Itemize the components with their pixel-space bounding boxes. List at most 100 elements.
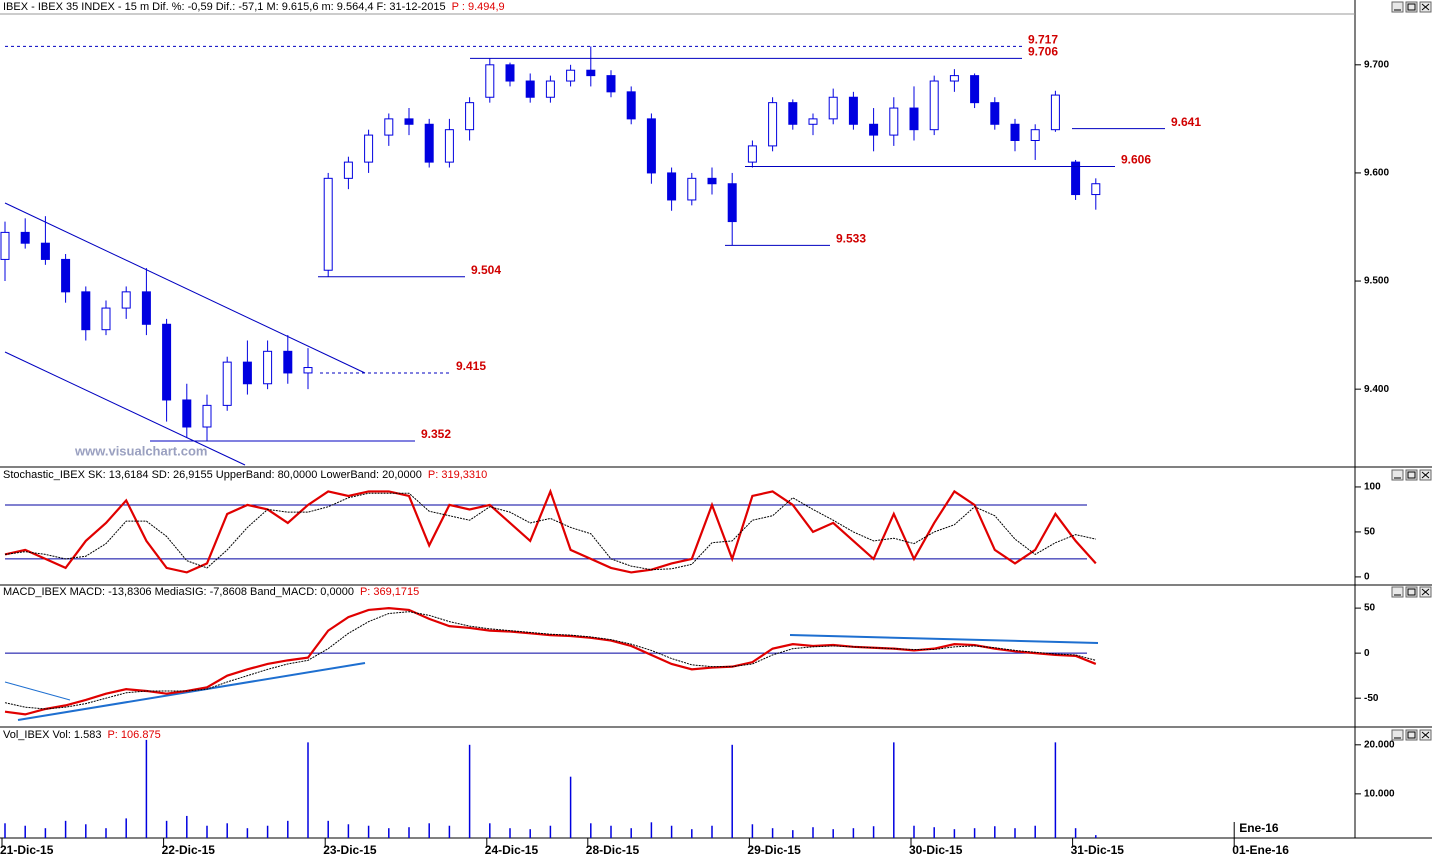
- button-icon: [1421, 588, 1430, 596]
- y-tick-label: 0: [1364, 648, 1370, 659]
- candle-body: [0, 231, 10, 260]
- candle-body: [202, 404, 212, 428]
- y-tick-label: 9.600: [1364, 168, 1389, 179]
- x-tick-label: 22-Dic-15: [162, 843, 216, 857]
- candle-body: [1050, 94, 1060, 131]
- candle-body: [263, 350, 273, 385]
- button-icon: [1407, 471, 1416, 479]
- candle-body: [707, 177, 717, 185]
- candle-body: [667, 172, 677, 201]
- y-tick-label: 50: [1364, 603, 1376, 614]
- x-tick-label: 21-Dic-15: [0, 843, 54, 857]
- candle-body: [727, 183, 737, 223]
- candle-body: [424, 123, 434, 163]
- button-icon: [1407, 731, 1416, 739]
- window-button-min[interactable]: [1391, 469, 1404, 481]
- candle-body: [606, 75, 616, 93]
- y-tick-label: 10.000: [1364, 788, 1395, 799]
- y-tick-label: 100: [1364, 482, 1381, 493]
- x-upper-label: Ene-16: [1239, 821, 1279, 835]
- level-label: 9.352: [421, 427, 451, 441]
- level-label: 9.504: [471, 263, 501, 277]
- watermark: www.visualchart.com: [74, 443, 207, 458]
- x-tick-label: 31-Dic-15: [1071, 843, 1125, 857]
- panel-header-price: P: 369,1715: [360, 586, 419, 598]
- candle-body: [646, 118, 656, 174]
- candle-body: [81, 291, 91, 331]
- candle-body: [869, 123, 879, 136]
- x-tick-label: 24-Dic-15: [485, 843, 539, 857]
- candle-body: [61, 258, 71, 293]
- candle-body: [687, 177, 697, 201]
- candle-body: [222, 361, 232, 406]
- candle-body: [444, 129, 454, 163]
- y-tick-label: 20.000: [1364, 739, 1395, 750]
- window-button-min[interactable]: [1391, 586, 1404, 598]
- indicator-line: [4, 492, 1096, 571]
- level-label: 9.706: [1028, 44, 1058, 58]
- x-tick-label: 01-Ene-16: [1232, 843, 1289, 857]
- window-button-max[interactable]: [1405, 1, 1418, 13]
- candle-body: [586, 69, 596, 77]
- candle-body: [465, 102, 475, 131]
- candle-body: [768, 102, 778, 147]
- panel-header-price: P: 106.875: [107, 729, 160, 741]
- level-label: 9.415: [456, 359, 486, 373]
- panel-header: Stochastic_IBEX SK: 13,6184 SD: 26,9155 …: [3, 469, 422, 481]
- button-icon: [1421, 731, 1430, 739]
- candle-body: [20, 231, 30, 244]
- candle-body: [525, 80, 535, 98]
- candle-body: [303, 367, 313, 374]
- x-tick-label: 30-Dic-15: [909, 843, 963, 857]
- candle-body: [162, 323, 172, 401]
- candle-body: [323, 177, 333, 271]
- indicator-line: [4, 611, 1096, 710]
- candle-body: [101, 307, 111, 331]
- y-tick-label: 0: [1364, 572, 1370, 583]
- candle-body: [788, 102, 798, 125]
- x-tick-label: 23-Dic-15: [323, 843, 377, 857]
- y-tick-label: -50: [1364, 693, 1379, 704]
- candle-body: [404, 118, 414, 125]
- candle-body: [182, 399, 192, 428]
- candle-body: [889, 107, 899, 136]
- macd-trend-line: [4, 681, 71, 701]
- window-button-max[interactable]: [1405, 469, 1418, 481]
- x-tick-label: 29-Dic-15: [747, 843, 801, 857]
- window-button-min[interactable]: [1391, 1, 1404, 13]
- window-button-min[interactable]: [1391, 729, 1404, 741]
- window-button-max[interactable]: [1405, 586, 1418, 598]
- candle-body: [364, 134, 374, 163]
- macd-trend-line: [17, 662, 366, 721]
- candle-body: [970, 75, 980, 104]
- panel-header-price: P : 9.494,9: [452, 1, 505, 13]
- panel-header: MACD_IBEX MACD: -13,8306 MediaSIG: -7,86…: [3, 586, 354, 598]
- button-icon: [1407, 588, 1416, 596]
- candle-body: [990, 102, 1000, 125]
- candle-body: [848, 96, 858, 125]
- candle-body: [1010, 123, 1020, 141]
- candle-body: [808, 118, 818, 125]
- button-icon: [1421, 3, 1430, 11]
- y-tick-label: 9.400: [1364, 384, 1389, 395]
- indicator-line: [4, 488, 1097, 574]
- trend-lines: [4, 202, 1099, 721]
- candle-body: [1071, 161, 1081, 196]
- candle-body: [505, 64, 515, 82]
- candle-body: [626, 91, 636, 120]
- panel-header: IBEX - IBEX 35 INDEX - 15 m Dif. %: -0,5…: [3, 1, 446, 13]
- window-button-max[interactable]: [1405, 729, 1418, 741]
- candle-body: [343, 161, 353, 179]
- y-tick-label: 50: [1364, 527, 1376, 538]
- candle-body: [1091, 183, 1101, 196]
- button-icon: [1421, 471, 1430, 479]
- candle-body: [1030, 129, 1040, 141]
- level-label: 9.533: [836, 232, 866, 246]
- panel-header: Vol_IBEX Vol: 1.583: [3, 729, 101, 741]
- candle-body: [929, 80, 939, 131]
- panel-header-price: P: 319,3310: [428, 469, 487, 481]
- macd-trend-line: [789, 634, 1099, 644]
- y-tick-label: 9.700: [1364, 59, 1389, 70]
